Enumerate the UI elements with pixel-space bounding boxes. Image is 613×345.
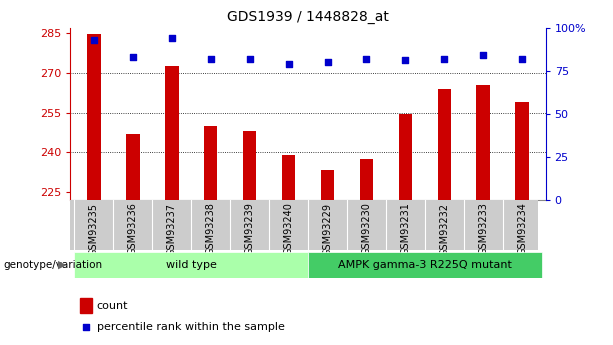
Text: GSM93239: GSM93239 bbox=[245, 203, 254, 256]
Title: GDS1939 / 1448828_at: GDS1939 / 1448828_at bbox=[227, 10, 389, 24]
Text: GSM93234: GSM93234 bbox=[517, 203, 527, 256]
Text: GSM93230: GSM93230 bbox=[362, 203, 371, 256]
Bar bbox=[308, 252, 542, 278]
Point bbox=[206, 56, 216, 61]
Bar bbox=[165, 66, 178, 200]
Text: GSM93232: GSM93232 bbox=[440, 203, 449, 256]
Bar bbox=[360, 159, 373, 200]
Bar bbox=[87, 34, 101, 200]
Text: GSM93240: GSM93240 bbox=[284, 203, 294, 256]
Text: GSM93237: GSM93237 bbox=[167, 203, 177, 256]
Bar bbox=[398, 114, 412, 200]
Text: AMPK gamma-3 R225Q mutant: AMPK gamma-3 R225Q mutant bbox=[338, 260, 512, 270]
Text: GSM93235: GSM93235 bbox=[89, 203, 99, 256]
Point bbox=[362, 56, 371, 61]
Bar bbox=[80, 298, 92, 313]
Point bbox=[322, 59, 332, 65]
Text: ▶: ▶ bbox=[58, 260, 66, 270]
Bar bbox=[74, 252, 308, 278]
Point bbox=[440, 56, 449, 61]
Point bbox=[167, 35, 177, 41]
Text: GSM93236: GSM93236 bbox=[128, 203, 138, 256]
Point bbox=[478, 52, 488, 58]
Bar bbox=[321, 170, 334, 200]
Bar bbox=[243, 131, 256, 200]
Text: GSM93233: GSM93233 bbox=[478, 203, 489, 256]
Bar bbox=[438, 89, 451, 200]
Text: wild type: wild type bbox=[166, 260, 216, 270]
Text: genotype/variation: genotype/variation bbox=[3, 260, 102, 270]
Bar bbox=[516, 102, 529, 200]
Text: GSM93238: GSM93238 bbox=[206, 203, 216, 256]
Text: GSM93229: GSM93229 bbox=[322, 203, 332, 256]
Bar bbox=[126, 134, 140, 200]
Point bbox=[517, 56, 527, 61]
Point bbox=[400, 58, 410, 63]
Bar bbox=[204, 126, 218, 200]
Point bbox=[128, 54, 138, 60]
Point bbox=[245, 56, 254, 61]
Point bbox=[82, 324, 91, 330]
Text: count: count bbox=[97, 300, 128, 310]
Bar bbox=[476, 85, 490, 200]
Point bbox=[284, 61, 294, 67]
Text: percentile rank within the sample: percentile rank within the sample bbox=[97, 322, 284, 332]
Point bbox=[89, 37, 99, 42]
Bar bbox=[282, 155, 295, 200]
Text: GSM93231: GSM93231 bbox=[400, 203, 410, 256]
